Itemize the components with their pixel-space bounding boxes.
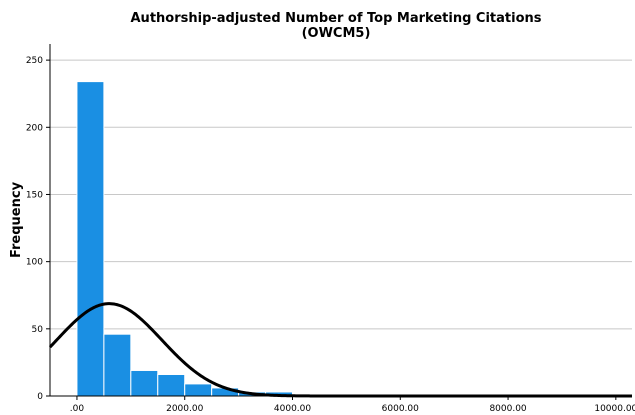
x-tick-label: 2000.00 bbox=[166, 404, 203, 414]
y-tick-label: 250 bbox=[26, 56, 43, 66]
x-tick-label: 8000.00 bbox=[489, 404, 526, 414]
y-tick-label: 0 bbox=[37, 392, 43, 402]
chart-title: Authorship-adjusted Number of Top Market… bbox=[131, 11, 542, 26]
x-tick-label: 4000.00 bbox=[274, 404, 311, 414]
axes bbox=[49, 44, 632, 397]
histogram-bar bbox=[76, 81, 105, 397]
y-tick-label: 100 bbox=[26, 258, 43, 268]
x-tick-label: .00 bbox=[70, 404, 85, 414]
x-tick-label: 6000.00 bbox=[382, 404, 419, 414]
histogram-bar bbox=[103, 333, 132, 397]
y-ticks: 0 50 100 150 200 250 bbox=[26, 56, 50, 402]
gridlines bbox=[50, 59, 632, 330]
histogram-bars bbox=[76, 81, 293, 397]
y-tick-label: 200 bbox=[26, 123, 43, 133]
y-tick-label: 50 bbox=[32, 325, 44, 335]
x-tick-label: 10000.00 bbox=[594, 404, 635, 414]
normal-curve-group bbox=[48, 302, 632, 398]
normal-curve bbox=[48, 302, 632, 398]
y-tick-label: 150 bbox=[26, 190, 43, 200]
histogram-bar bbox=[157, 374, 186, 397]
histogram-bar bbox=[130, 369, 159, 397]
histogram-bar bbox=[184, 383, 213, 397]
x-ticks: .00 2000.00 4000.00 6000.00 8000.00 10000.00 bbox=[70, 396, 635, 414]
y-axis-label: Frequency bbox=[9, 181, 24, 258]
chart-subtitle: (OWCM5) bbox=[302, 26, 371, 41]
